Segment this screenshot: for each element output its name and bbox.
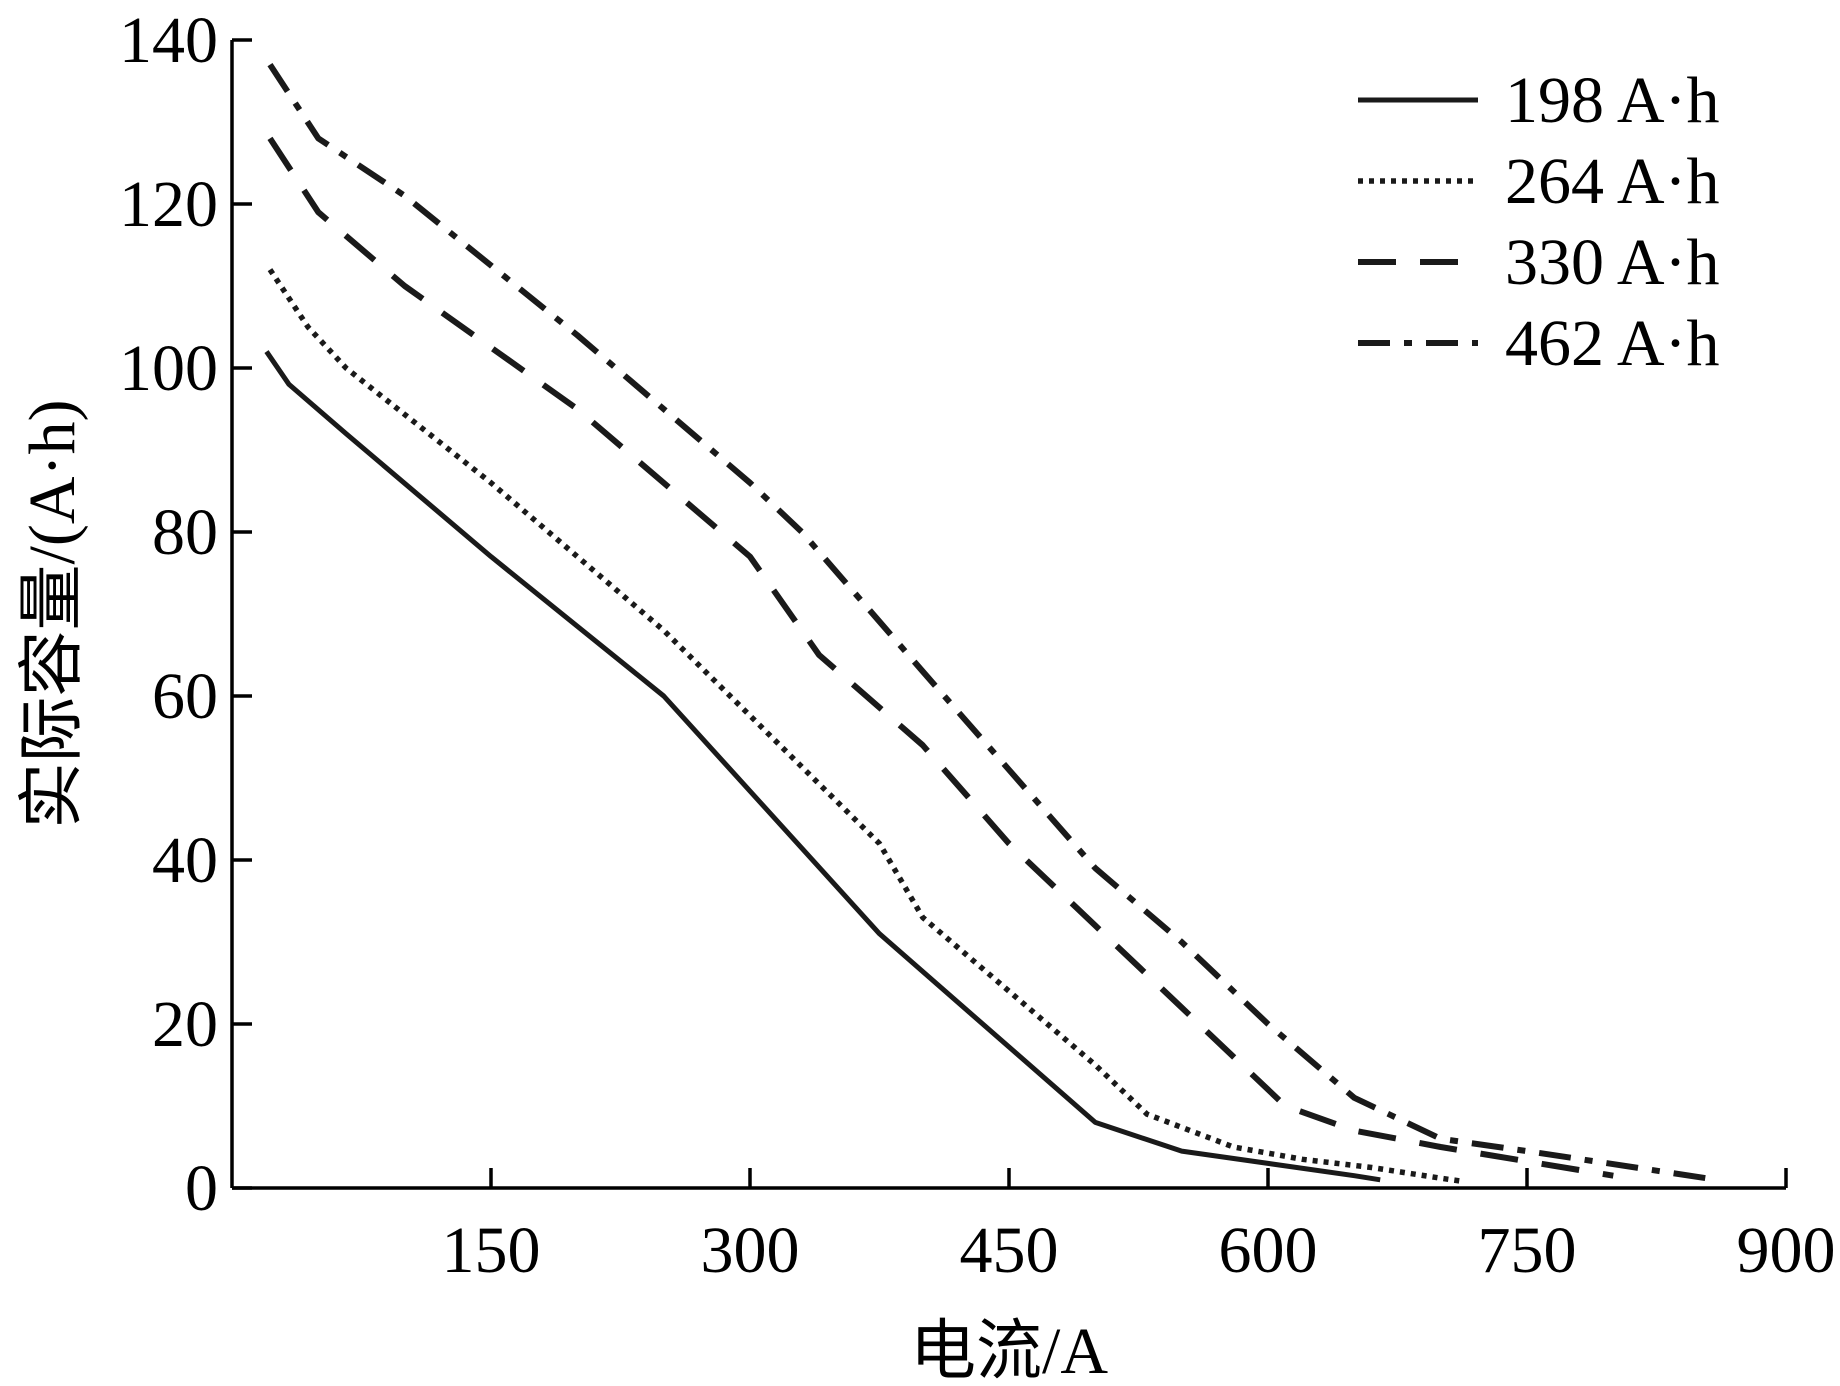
series-line-dotted	[267, 268, 1464, 1185]
series-line-dashed	[267, 136, 1614, 1179]
x-tick-label: 150	[442, 1214, 541, 1287]
y-tick-label: 20	[152, 988, 218, 1061]
y-tick-label: 120	[119, 168, 218, 241]
legend: 198 A·h 264 A·h 330 A·h 462 A·h	[1358, 64, 1720, 380]
series-line-solid	[264, 350, 1381, 1183]
legend-label: 330 A·h	[1505, 226, 1720, 299]
x-tick-label: 450	[960, 1214, 1059, 1287]
y-tick-label: 80	[152, 496, 218, 569]
x-axis-title: 电流/A	[910, 1315, 1108, 1386]
y-tick-label: 140	[119, 4, 218, 77]
y-axis-title: 实际容量/(A·h)	[16, 400, 89, 829]
legend-label: 198 A·h	[1505, 64, 1720, 137]
x-tick-label: 900	[1737, 1214, 1836, 1287]
x-tick-label: 750	[1478, 1214, 1577, 1287]
y-tick-label: 100	[119, 332, 218, 405]
legend-label: 264 A·h	[1505, 145, 1720, 218]
x-tick-label: 600	[1219, 1214, 1318, 1287]
series-line-dashdot	[267, 62, 1718, 1183]
y-ticks: 0 20 40 60 80 100 120 140	[119, 4, 252, 1225]
x-ticks: 150 300 450 600 750 900	[442, 1168, 1836, 1287]
legend-label: 462 A·h	[1505, 307, 1720, 380]
y-tick-label: 40	[152, 824, 218, 897]
x-tick-label: 300	[701, 1214, 800, 1287]
y-tick-label: 60	[152, 660, 218, 733]
y-tick-label: 0	[185, 1152, 218, 1225]
series-layer	[264, 62, 1718, 1185]
